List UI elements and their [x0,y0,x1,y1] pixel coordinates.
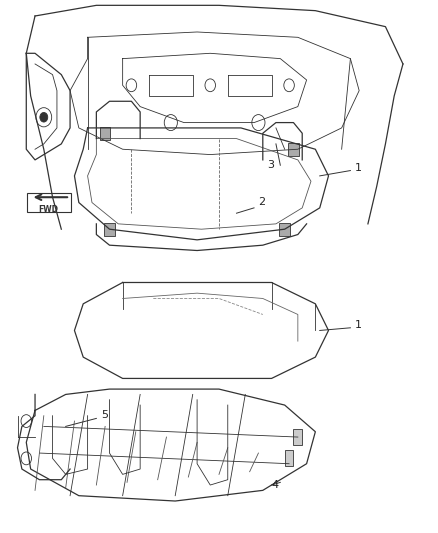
Bar [288,143,299,156]
Text: 1: 1 [355,163,362,173]
Bar [100,127,110,140]
Text: 3: 3 [267,160,274,170]
Text: 5: 5 [101,410,108,421]
Bar [285,450,293,466]
Circle shape [40,112,48,122]
Text: FWD: FWD [38,205,58,214]
Text: 2: 2 [258,197,265,207]
Text: 1: 1 [355,320,362,330]
Bar [104,223,115,236]
Bar [293,429,302,445]
Text: 4: 4 [272,480,279,490]
Bar [279,223,290,236]
